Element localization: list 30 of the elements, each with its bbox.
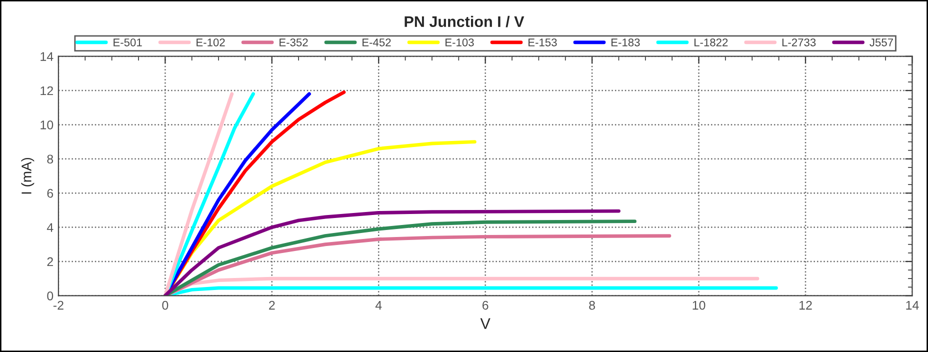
x-tick-label: 14 [906,301,919,310]
legend-label: E-103 [446,38,474,46]
legend-label: E-153 [528,38,557,46]
legend-label: L-1822 [694,38,728,46]
x-tick-label: 12 [800,300,812,310]
legend-label: E-183 [612,38,640,46]
legend-label: J557 [870,38,893,46]
legend-label: E-352 [280,38,308,46]
y-tick-label: 12 [40,86,53,96]
y-tick-label: 10 [40,120,54,130]
y-tick-label: 14 [40,52,54,61]
x-axis-title: V [480,318,490,329]
x-tick-label: 4 [375,301,382,310]
legend-label: E-452 [362,38,391,46]
y-tick-label: 6 [47,188,54,198]
y-tick-label: 8 [47,154,54,164]
y-tick-label: 4 [46,223,54,232]
y-tick-label: 0 [47,291,54,300]
x-tick-label: 6 [482,300,488,310]
y-tick-label: 2 [47,257,53,266]
x-tick-label: 0 [162,300,168,310]
x-tick-label: 2 [269,300,275,310]
y-axis-title: I (mA) [21,158,34,194]
legend-label: E-501 [114,38,142,46]
legend-label: L-2733 [782,38,816,46]
x-tick-label: 8 [589,300,595,310]
chart-title: PN Junction I / V [404,16,524,28]
legend-label: E-102 [196,38,225,46]
x-tick-label: -2 [53,300,64,310]
x-tick-label: 10 [692,300,706,310]
